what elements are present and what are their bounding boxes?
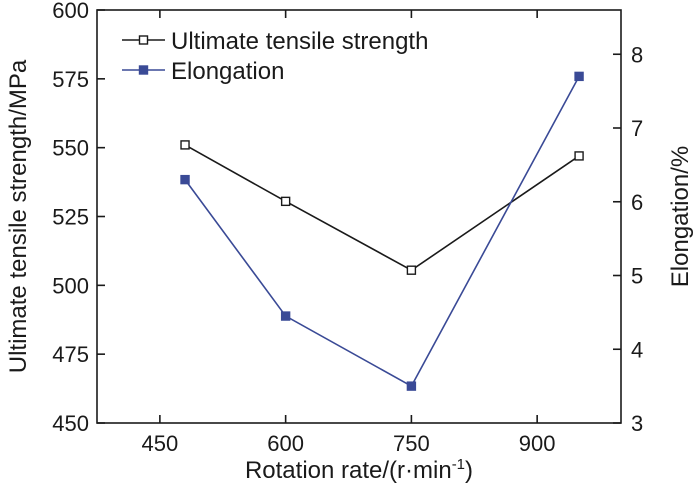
y-tick-label: 575 — [52, 67, 89, 92]
x-axis-label-superscript: -1 — [452, 456, 465, 473]
x-axis-label-main: Rotation rate/(r·min — [245, 457, 452, 484]
y2-axis-label: Elongation/% — [667, 146, 694, 287]
y-tick-label: 525 — [52, 205, 89, 230]
series-2-point — [180, 174, 190, 185]
y-tick-label: 550 — [52, 136, 89, 161]
series-1-point — [280, 196, 291, 207]
series-1-point — [180, 140, 190, 150]
y-tick-label: 600 — [52, 0, 89, 23]
y2-tick-label: 4 — [631, 337, 643, 362]
legend-marker-2 — [138, 65, 149, 75]
y2-tick-label: 5 — [631, 264, 643, 289]
x-axis-label: Rotation rate/(r·min-1) — [245, 456, 473, 484]
y-tick-label: 475 — [52, 342, 89, 367]
legend-label-2: Elongation — [171, 58, 284, 85]
chart-marks — [180, 71, 584, 391]
y2-tick-label: 6 — [631, 190, 643, 215]
series-1-point — [574, 151, 584, 161]
series-1-point — [406, 265, 417, 275]
legend-marker-1 — [138, 35, 149, 45]
x-tick-label: 900 — [519, 431, 556, 456]
y-axis-label: Ultimate tensile strength/MPa — [5, 59, 32, 373]
y-tick-label: 450 — [52, 411, 89, 436]
x-axis-label-close: ) — [465, 457, 473, 484]
axis-ticks: 450 600 750 900 450 475 500 525 550 575 600 3 4 5 6 7 8 — [52, 0, 643, 456]
y2-tick-label: 8 — [631, 42, 643, 67]
y2-tick-label: 3 — [631, 411, 643, 436]
series-2-point — [280, 311, 291, 321]
legend: Ultimate tensile strength Elongation — [122, 28, 428, 85]
x-tick-label: 750 — [393, 431, 430, 456]
x-tick-label: 600 — [267, 431, 304, 456]
y2-tick-label: 7 — [631, 116, 643, 141]
x-tick-label: 450 — [142, 431, 179, 456]
series-2-point — [406, 381, 417, 391]
y-tick-label: 500 — [52, 273, 89, 298]
series-1-line — [184, 144, 580, 272]
series-1 — [180, 140, 584, 275]
legend-label-1: Ultimate tensile strength — [171, 28, 428, 55]
series-2-point — [574, 71, 584, 82]
series-2 — [180, 71, 584, 391]
series-2-line — [184, 75, 580, 388]
